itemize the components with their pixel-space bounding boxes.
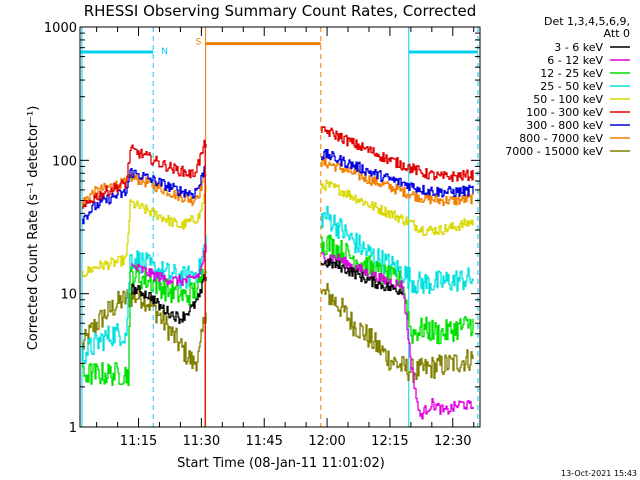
flag-boundary-lines bbox=[81, 27, 479, 427]
x-axis-label: Start Time (08-Jan-11 11:01:02) bbox=[177, 456, 385, 471]
legend-label-1: 6 - 12 keV bbox=[547, 54, 603, 67]
flag-label-2: S bbox=[196, 38, 202, 48]
x-tick-label-2: 11:45 bbox=[245, 434, 282, 449]
legend-label-3: 25 - 50 keV bbox=[540, 80, 603, 93]
series-line-0 bbox=[131, 258, 403, 324]
flag-bars: NS bbox=[80, 38, 478, 57]
y-axis-label: Corrected Count Rate (s⁻¹ detector⁻¹) bbox=[26, 106, 41, 351]
y-tick-label-0: 1 bbox=[69, 421, 77, 436]
y-tick-label-3: 1000 bbox=[44, 21, 77, 36]
y-tick-label-1: 10 bbox=[60, 288, 77, 303]
series-line-5 bbox=[82, 126, 474, 209]
legend-label-6: 300 - 800 keV bbox=[526, 119, 603, 132]
x-tick-label-3: 12:00 bbox=[308, 434, 345, 449]
series-line-6 bbox=[82, 149, 474, 225]
legend-label-0: 3 - 6 keV bbox=[554, 41, 603, 54]
x-tick-label-0: 11:15 bbox=[120, 434, 157, 449]
x-tick-label-1: 11:30 bbox=[183, 434, 220, 449]
legend-label-5: 100 - 300 keV bbox=[526, 106, 603, 119]
x-tick-label-4: 12:15 bbox=[371, 434, 408, 449]
legend-label-2: 12 - 25 keV bbox=[540, 67, 603, 80]
series-line-3 bbox=[82, 205, 474, 364]
y-tick-label-2: 100 bbox=[52, 154, 77, 169]
legend-header-attenuator: Att 0 bbox=[604, 27, 630, 40]
plot-frame bbox=[79, 26, 481, 428]
legend-header-detectors: Det 1,3,4,5,6,9, bbox=[544, 15, 630, 28]
flag-label-0: N bbox=[161, 47, 168, 57]
x-tick-label-5: 12:30 bbox=[434, 434, 471, 449]
chart-title: RHESSI Observing Summary Count Rates, Co… bbox=[84, 2, 477, 20]
series-line-2 bbox=[82, 234, 474, 387]
plot-axes: 1 10 100 1000 11:15 11:30 11:45 12:00 12:15 12:30 bbox=[44, 21, 481, 449]
series-line-8 bbox=[82, 282, 474, 383]
legend-label-7: 800 - 7000 keV bbox=[519, 132, 603, 145]
data-series-group bbox=[82, 126, 474, 427]
series-line-4 bbox=[82, 179, 474, 278]
legend-label-8: 7000 - 15000 keV bbox=[505, 145, 603, 158]
generation-timestamp: 13-Oct-2021 15:43 bbox=[561, 469, 637, 478]
legend-label-4: 50 - 100 keV bbox=[533, 93, 603, 106]
series-line-1 bbox=[131, 243, 474, 420]
